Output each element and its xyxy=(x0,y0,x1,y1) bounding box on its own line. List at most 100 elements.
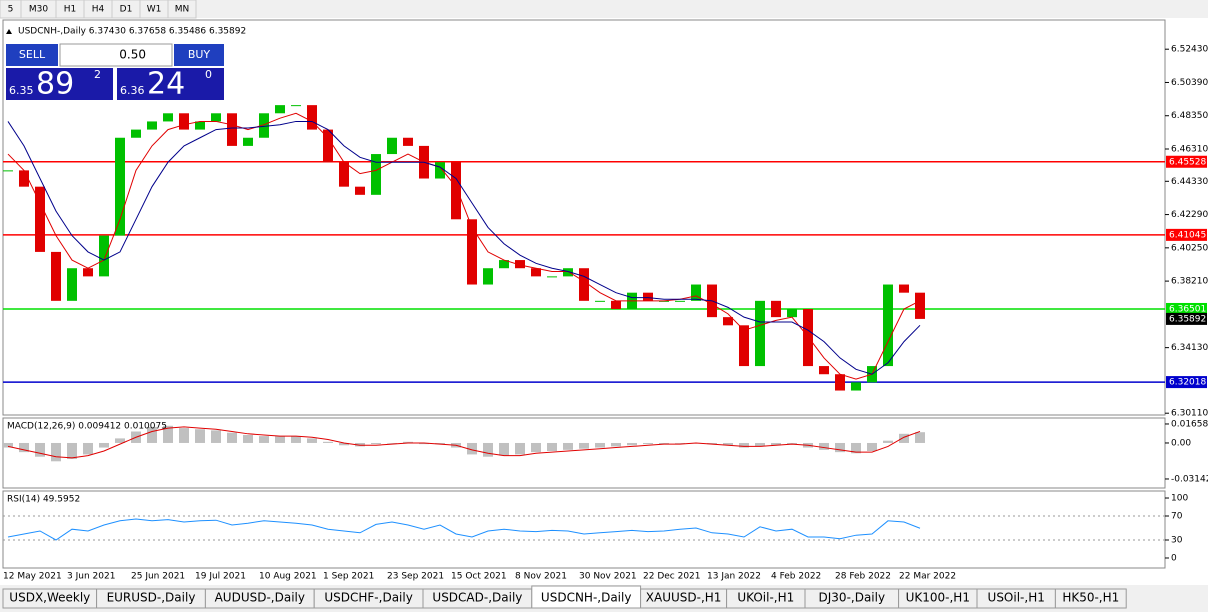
candle xyxy=(3,170,13,172)
macd-bar xyxy=(3,442,13,448)
candle xyxy=(291,105,301,107)
macd-bar xyxy=(659,442,669,445)
date-label: 4 Feb 2022 xyxy=(771,572,821,582)
candle xyxy=(771,300,781,318)
timeframe-label: M30 xyxy=(29,5,48,15)
bid-box[interactable] xyxy=(6,68,113,100)
macd-bar xyxy=(403,441,413,443)
candle xyxy=(387,137,397,155)
macd-bar xyxy=(371,442,381,445)
macd-bar xyxy=(515,442,525,455)
tab-label: USDX,Weekly xyxy=(9,591,90,605)
candle xyxy=(579,268,589,301)
macd-bar xyxy=(307,438,317,443)
current-price: 6.35892 xyxy=(1169,314,1206,324)
candle xyxy=(883,284,893,367)
rsi-line xyxy=(7,518,921,541)
tab-label: USDCNH-,Daily xyxy=(541,591,632,605)
candle xyxy=(227,113,237,146)
date-label: 23 Sep 2021 xyxy=(387,572,444,582)
tab-label: XAUUSD-,H1 xyxy=(646,591,722,605)
price-label: 6.34130 xyxy=(1171,343,1208,353)
macd-bar xyxy=(611,442,621,447)
date-label: 22 Mar 2022 xyxy=(899,572,956,582)
macd-bar xyxy=(179,428,189,443)
macd-bar xyxy=(163,425,173,443)
sell-button[interactable] xyxy=(6,44,58,66)
price-label: 6.40250 xyxy=(1171,243,1208,253)
macd-bar xyxy=(883,440,893,443)
candle xyxy=(163,113,173,122)
ask-prefix: 6.36 xyxy=(120,84,145,97)
level-tag xyxy=(1166,155,1207,168)
macd-bar xyxy=(563,442,573,450)
macd-panel xyxy=(2,417,1166,489)
macd-bar xyxy=(243,434,253,443)
timeframe-label: W1 xyxy=(147,5,162,15)
bid-prefix: 6.35 xyxy=(9,84,34,97)
candle xyxy=(451,162,461,220)
candle xyxy=(595,300,605,302)
candle xyxy=(243,137,253,146)
main-panel xyxy=(2,19,1166,416)
macd-tick: -0.031421 xyxy=(1171,474,1208,484)
bid-sup: 2 xyxy=(94,68,101,81)
rsi-tick: 30 xyxy=(1171,535,1183,545)
lot-value: 0.50 xyxy=(119,48,146,62)
macd-label: MACD(12,26,9) 0.009412 0.010075 xyxy=(7,422,167,432)
candle xyxy=(131,129,141,138)
ask-big: 24 xyxy=(147,67,185,102)
macd-bar xyxy=(355,442,365,447)
level-label: 6.32018 xyxy=(1169,378,1206,388)
date-label: 1 Sep 2021 xyxy=(323,572,374,582)
chart-title: USDCNH-,Daily 6.37430 6.37658 6.35486 6.… xyxy=(18,27,246,37)
price-label: 6.48350 xyxy=(1171,111,1208,121)
rsi-tick: 70 xyxy=(1171,512,1183,522)
macd-bar xyxy=(195,429,205,443)
level-label: 6.45528 xyxy=(1169,157,1206,167)
macd-bar xyxy=(211,430,221,443)
macd-bar xyxy=(915,432,925,443)
lot-box[interactable] xyxy=(59,43,173,67)
level-tag xyxy=(1166,228,1207,241)
ask-sup: 0 xyxy=(205,68,212,81)
macd-bar xyxy=(707,442,717,445)
macd-bar xyxy=(531,442,541,453)
level-tag xyxy=(1166,376,1207,389)
macd-bar xyxy=(435,442,445,445)
timeframe-label: H4 xyxy=(92,5,105,15)
macd-bar xyxy=(627,442,637,446)
candle xyxy=(83,268,93,277)
price-label: 6.42290 xyxy=(1171,210,1208,220)
timeframe-button[interactable] xyxy=(167,0,197,19)
candle xyxy=(531,268,541,277)
candle xyxy=(643,292,653,301)
moving-average xyxy=(7,120,921,375)
tab-label: UK100-,H1 xyxy=(906,591,970,605)
macd-bar xyxy=(755,442,765,447)
buy-button[interactable] xyxy=(174,44,224,66)
candle xyxy=(691,284,701,301)
rsi-tick: 100 xyxy=(1171,494,1188,504)
ask-box[interactable] xyxy=(117,68,224,100)
rsi-panel xyxy=(2,490,1166,569)
macd-bar xyxy=(339,442,349,446)
candle xyxy=(51,251,61,301)
date-label: 3 Jun 2021 xyxy=(67,572,115,582)
macd-bar xyxy=(835,442,845,453)
tab[interactable] xyxy=(1054,588,1127,609)
candle xyxy=(307,105,317,130)
date-label: 8 Nov 2021 xyxy=(515,572,567,582)
candle xyxy=(755,300,765,367)
macd-bar xyxy=(467,442,477,455)
macd-bar xyxy=(147,426,157,443)
tab-label: HK50-,H1 xyxy=(1062,591,1119,605)
tab-label: EURUSD-,Daily xyxy=(107,591,196,605)
candle xyxy=(403,137,413,146)
macd-bar xyxy=(35,442,45,457)
tab-label: UKOil-,H1 xyxy=(737,591,794,605)
sell-label: SELL xyxy=(19,48,46,61)
date-label: 25 Jun 2021 xyxy=(131,572,185,582)
macd-bar xyxy=(723,442,733,446)
